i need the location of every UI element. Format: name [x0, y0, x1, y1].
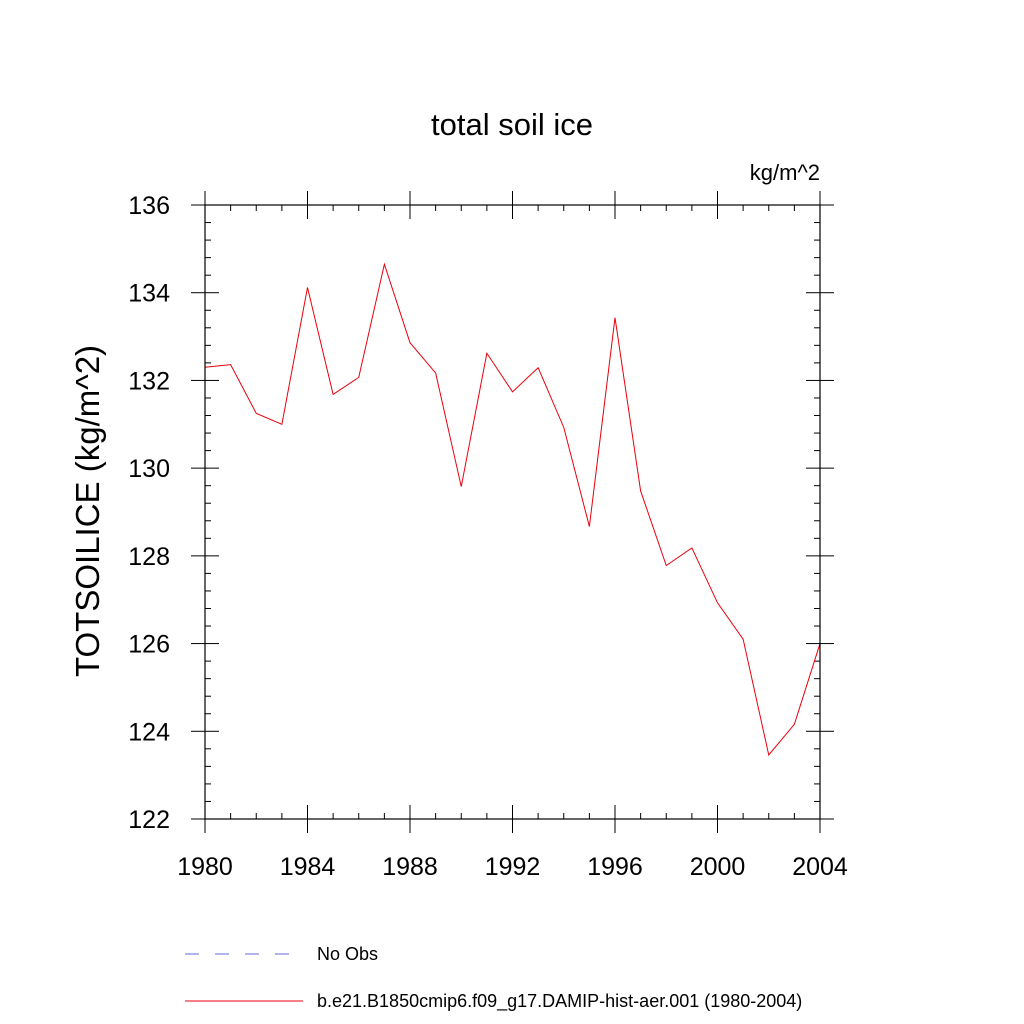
y-tick-label: 128 [128, 543, 170, 571]
chart-title: total soil ice [431, 107, 593, 142]
x-tick-label: 1980 [177, 853, 233, 881]
x-tick-label: 2000 [690, 853, 746, 881]
y-tick-label: 126 [128, 631, 170, 659]
plot-frame [204, 204, 821, 820]
legend-label-model-run: b.e21.B1850cmip6.f09_g17.DAMIP-hist-aer.… [317, 991, 802, 1012]
y-tick-label: 124 [128, 718, 170, 746]
legend: No Obs b.e21.B1850cmip6.f09_g17.DAMIP-hi… [185, 944, 802, 1012]
x-tick-label: 1992 [485, 853, 541, 881]
y-tick-label: 134 [128, 280, 170, 308]
legend-label-no-obs: No Obs [317, 944, 378, 964]
series-line [204, 262, 821, 757]
x-tick-label: 1996 [587, 853, 643, 881]
axis-ticks [191, 191, 834, 833]
y-tick-label: 136 [128, 192, 170, 220]
units-label: kg/m^2 [750, 160, 820, 185]
y-tick-label: 130 [128, 455, 170, 483]
series-layer [204, 262, 821, 757]
y-tick-label: 132 [128, 367, 170, 395]
x-tick-label: 2004 [792, 853, 848, 881]
axis-tick-labels: 1980 1984 1988 1992 1996 2000 2004 122 124 126 128… [128, 192, 848, 881]
y-axis-label: TOTSOILICE (kg/m^2) [69, 345, 106, 677]
y-tick-label: 122 [128, 806, 170, 834]
x-tick-label: 1984 [280, 853, 336, 881]
x-tick-label: 1988 [382, 853, 438, 881]
